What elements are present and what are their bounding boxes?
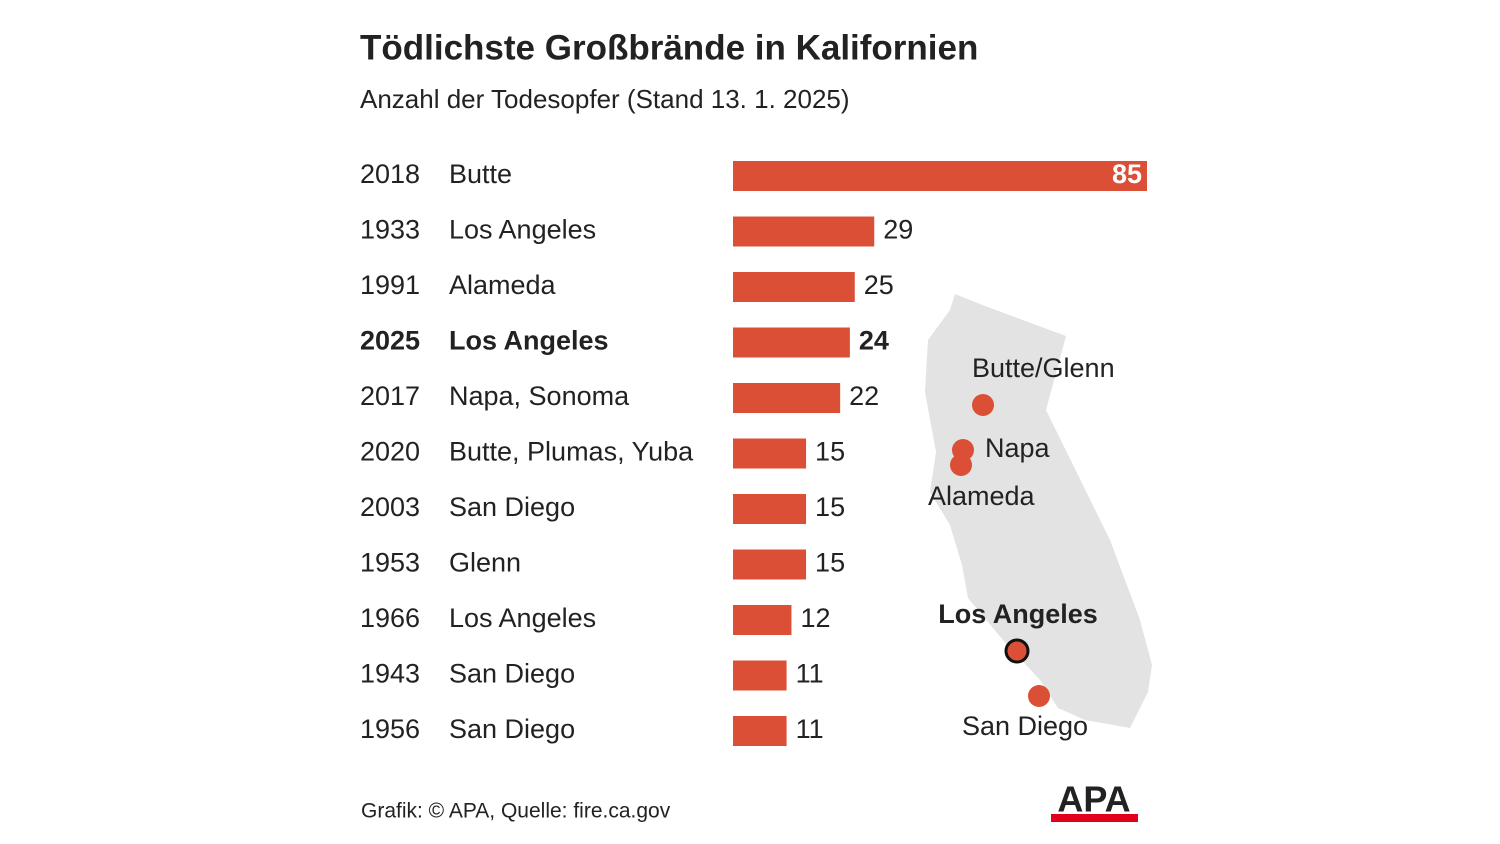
year-label: 1956: [360, 714, 420, 744]
logo-underline: [1051, 814, 1138, 822]
category-label: Napa, Sonoma: [449, 381, 630, 411]
year-label: 2017: [360, 381, 420, 411]
map-label: San Diego: [962, 711, 1088, 741]
year-label: 2003: [360, 492, 420, 522]
bar: [733, 716, 787, 746]
year-label: 1966: [360, 603, 420, 633]
year-label: 2025: [360, 326, 420, 356]
value-label: 24: [859, 326, 889, 356]
value-label: 12: [800, 603, 830, 633]
year-label: 2018: [360, 159, 420, 189]
value-label: 29: [883, 215, 913, 245]
value-label: 11: [796, 659, 824, 689]
bar: [733, 605, 792, 635]
bar: [733, 660, 787, 691]
bar: [733, 272, 855, 302]
category-label: Los Angeles: [449, 215, 596, 245]
map-marker: [1004, 638, 1030, 664]
category-label: San Diego: [449, 659, 575, 689]
category-label: Glenn: [449, 548, 521, 578]
category-label: Alameda: [449, 270, 557, 300]
value-label: 15: [815, 548, 845, 578]
year-label: 1953: [360, 548, 420, 578]
map-label: Alameda: [928, 481, 1036, 511]
value-label: 15: [815, 492, 845, 522]
category-label: San Diego: [449, 714, 575, 744]
map-label: Los Angeles: [938, 599, 1098, 629]
map-marker: [1028, 685, 1050, 707]
bar: [733, 327, 850, 358]
chart-title: Tödlichste Großbrände in Kalifornien: [360, 28, 978, 67]
year-label: 1991: [360, 270, 420, 300]
category-label: San Diego: [449, 492, 575, 522]
year-label: 1943: [360, 659, 420, 689]
map-marker: [972, 394, 994, 416]
chart-subtitle: Anzahl der Todesopfer (Stand 13. 1. 2025…: [360, 84, 850, 114]
map-marker: [950, 454, 972, 476]
bar: [733, 549, 807, 580]
value-label: 11: [796, 714, 824, 744]
value-label: 85: [1112, 159, 1142, 189]
value-label: 25: [864, 270, 894, 300]
source-note: Grafik: © APA, Quelle: fire.ca.gov: [361, 800, 671, 823]
bar: [733, 383, 841, 413]
bar: [733, 161, 1147, 191]
value-label: 22: [849, 381, 879, 411]
map-label: Napa: [985, 433, 1051, 463]
category-label: Los Angeles: [449, 326, 609, 356]
bar: [733, 494, 807, 524]
category-label: Los Angeles: [449, 603, 596, 633]
value-label: 15: [815, 437, 845, 467]
year-label: 1933: [360, 215, 420, 245]
year-label: 2020: [360, 437, 420, 467]
bar: [733, 216, 875, 247]
map-label: Butte/Glenn: [972, 353, 1115, 383]
category-label: Butte: [449, 159, 512, 189]
logo: APA: [1057, 779, 1130, 820]
bar: [733, 438, 807, 469]
category-label: Butte, Plumas, Yuba: [449, 437, 694, 467]
